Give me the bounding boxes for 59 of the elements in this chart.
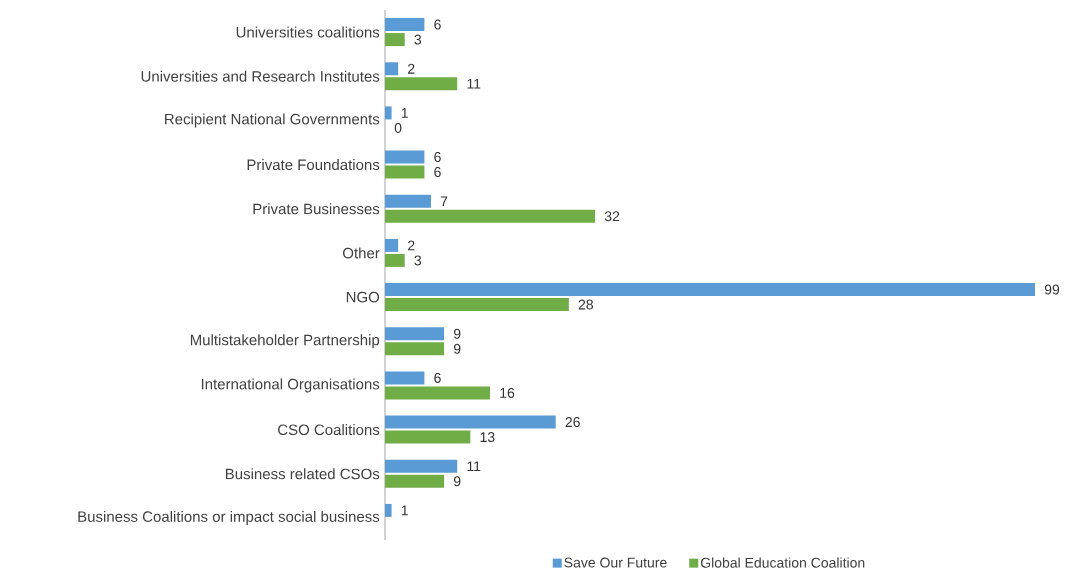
legend-label: Global Education Coalition xyxy=(700,557,865,568)
bar xyxy=(385,18,425,32)
data-label: 1 xyxy=(401,505,408,516)
bar xyxy=(385,238,399,252)
y-tick-label: Private Foundations xyxy=(247,159,380,171)
data-label: 6 xyxy=(434,372,441,383)
y-tick-label: Business related CSOs xyxy=(225,468,380,480)
data-label: 9 xyxy=(453,328,461,339)
bar xyxy=(385,371,425,385)
data-label: 6 xyxy=(434,152,441,163)
y-tick-label: Private Businesses xyxy=(253,203,380,215)
y-tick-label: Business Coalitions or impact social business xyxy=(78,510,380,525)
data-label: 1 xyxy=(401,108,408,118)
data-label: 6 xyxy=(434,19,441,30)
bar xyxy=(385,209,596,223)
data-label: 2 xyxy=(408,240,415,251)
data-label: 2 xyxy=(408,63,415,74)
data-label: 26 xyxy=(565,417,580,428)
y-tick-label: NGO xyxy=(346,291,380,303)
bar xyxy=(385,430,471,444)
data-label: 3 xyxy=(414,34,422,45)
y-tick-label: CSO Coalitions xyxy=(278,424,380,436)
data-label: 16 xyxy=(500,387,515,398)
bar xyxy=(385,194,431,208)
data-label: 6 xyxy=(434,167,441,178)
bar xyxy=(385,165,425,179)
y-tick-label: Universities coalitions xyxy=(236,26,380,38)
bar xyxy=(385,33,405,47)
y-tick-label: Recipient National Governments xyxy=(165,113,380,128)
data-label: 32 xyxy=(604,211,620,222)
bar xyxy=(385,474,445,488)
bar xyxy=(385,327,445,341)
bar xyxy=(385,283,1035,297)
bar xyxy=(385,386,491,400)
bar xyxy=(385,77,458,91)
legend-label: Save Our Future xyxy=(564,557,667,568)
data-label: 9 xyxy=(453,476,461,487)
data-label: 7 xyxy=(440,196,448,207)
data-label: 28 xyxy=(578,299,594,310)
data-label: 9 xyxy=(453,343,461,354)
bar xyxy=(385,459,458,473)
y-tick-label: Multistakeholder Partnership xyxy=(190,334,380,349)
data-label: 13 xyxy=(480,432,495,443)
bar xyxy=(385,298,569,312)
bar xyxy=(385,415,556,429)
data-label: 0 xyxy=(394,122,402,133)
data-label: 11 xyxy=(467,461,481,472)
bar xyxy=(385,62,399,76)
bar xyxy=(385,150,425,164)
bar xyxy=(385,503,392,517)
data-label: 11 xyxy=(467,78,481,89)
y-tick-label: International Organisations xyxy=(201,378,380,393)
y-tick-label: Other xyxy=(342,247,380,259)
data-label: 99 xyxy=(1044,284,1060,295)
bar xyxy=(385,342,445,356)
data-label: 3 xyxy=(414,255,422,266)
bar xyxy=(385,106,392,120)
bar xyxy=(385,253,405,267)
y-tick-label: Universities and Research Institutes xyxy=(141,70,380,82)
